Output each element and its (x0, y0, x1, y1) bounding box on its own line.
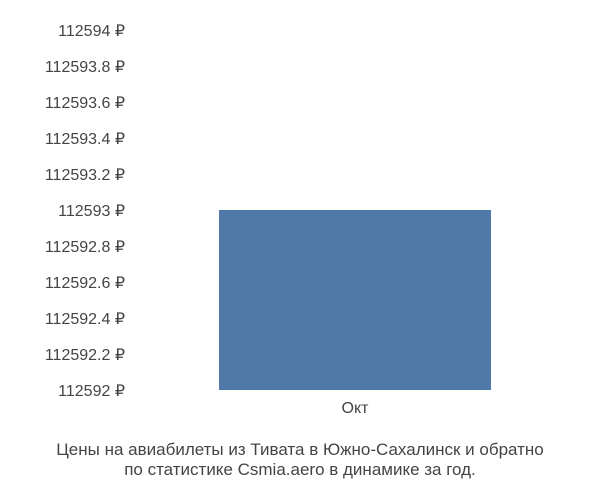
y-tick-label: 112592.8 ₽ (45, 237, 125, 257)
y-tick-label: 112593.6 ₽ (45, 93, 125, 113)
bar (219, 210, 492, 390)
y-tick-label: 112594 ₽ (58, 21, 125, 41)
y-tick-label: 112593 ₽ (58, 201, 125, 221)
y-tick-label: 112593.8 ₽ (45, 57, 125, 77)
y-tick-label: 112592 ₽ (58, 381, 125, 401)
x-tick-label: Окт (342, 400, 369, 418)
y-tick-label: 112593.4 ₽ (45, 129, 125, 149)
y-tick-label: 112593.2 ₽ (45, 165, 125, 185)
y-tick-label: 112592.2 ₽ (45, 345, 125, 365)
price-chart: 112592 ₽ 112592.2 ₽ 112592.4 ₽ 112592.6 ₽ 11… (0, 0, 600, 500)
chart-caption: Цены на авиабилеты из Тивата в Южно-Саха… (0, 440, 600, 480)
y-tick-label: 112592.4 ₽ (45, 309, 125, 329)
caption-line-1: Цены на авиабилеты из Тивата в Южно-Саха… (0, 440, 600, 460)
y-tick-label: 112592.6 ₽ (45, 273, 125, 293)
caption-line-2: по статистике Csmia.aero в динамике за г… (0, 460, 600, 480)
